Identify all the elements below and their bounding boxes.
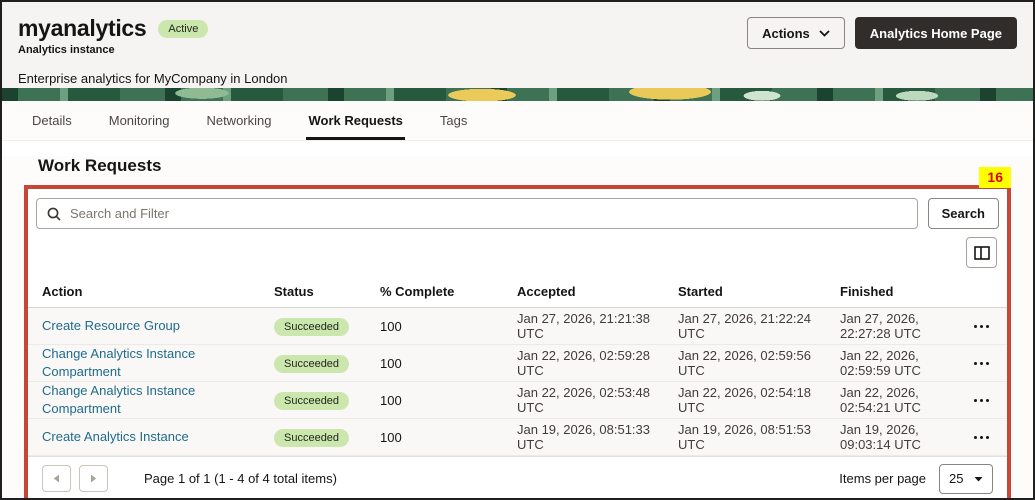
row-actions-menu-icon[interactable] [959,398,1003,402]
table-row: Create Resource Group Succeeded 100 Jan … [28,308,1007,345]
header-actions: Actions Analytics Home Page [747,17,1017,49]
page-title: myanalytics [18,15,147,41]
search-toolbar: Search [28,189,1007,229]
work-request-link[interactable]: Create Resource Group [42,318,181,333]
finished-timestamp: Jan 19, 2026, 09:03:14 UTC [840,422,921,452]
finished-timestamp: Jan 22, 2026, 02:59:59 UTC [840,348,921,378]
items-per-page-value: 25 [949,471,964,486]
main-content: Work Requests 16 Search Action Status % … [2,156,1033,498]
status-badge: Succeeded [274,355,350,373]
column-header-status[interactable]: Status [274,284,314,299]
triangle-right-icon [91,474,97,483]
column-header-action[interactable]: Action [42,284,83,299]
search-icon [47,207,61,221]
started-timestamp: Jan 22, 2026, 02:54:18 UTC [678,385,812,415]
status-badge: Active [158,19,209,38]
page-header: myanalytics Active Analytics instance Ac… [2,2,1033,88]
percent-complete-value: 100 [380,318,402,334]
items-per-page-select[interactable]: 25 [939,463,993,494]
work-request-link[interactable]: Create Analytics Instance [42,429,189,444]
started-timestamp: Jan 22, 2026, 02:59:56 UTC [678,348,812,378]
column-header-accepted[interactable]: Accepted [517,284,576,299]
search-input[interactable] [70,206,907,221]
accepted-timestamp: Jan 22, 2026, 02:53:48 UTC [517,385,651,415]
table-header-row: Action Status % Complete Accepted Starte… [28,276,1007,308]
started-timestamp: Jan 19, 2026, 08:51:53 UTC [678,422,812,452]
column-header-finished[interactable]: Finished [840,284,894,299]
previous-page-button[interactable] [42,465,71,492]
table-columns-icon [973,245,990,260]
caret-down-icon [974,476,983,481]
section-heading: Work Requests [38,156,162,175]
percent-complete-value: 100 [380,392,402,408]
percent-complete-value: 100 [380,429,402,445]
percent-complete-value: 100 [380,355,402,371]
finished-timestamp: Jan 22, 2026, 02:54:21 UTC [840,385,921,415]
table-row: Create Analytics Instance Succeeded 100 … [28,419,1007,456]
row-actions-menu-icon[interactable] [959,361,1003,365]
items-per-page-label: Items per page [839,471,926,486]
next-page-button[interactable] [79,465,108,492]
row-actions-menu-icon[interactable] [959,324,1003,328]
column-header-started[interactable]: Started [678,284,723,299]
table-options-row [28,229,1007,268]
actions-button-label: Actions [762,25,810,41]
tab-monitoring[interactable]: Monitoring [108,113,170,128]
column-header-percent-complete[interactable]: % Complete [380,284,455,299]
analytics-home-page-button[interactable]: Analytics Home Page [854,17,1017,49]
chevron-down-icon [819,29,830,37]
row-actions-menu-icon[interactable] [959,435,1003,439]
finished-timestamp: Jan 27, 2026, 22:27:28 UTC [840,311,921,341]
status-badge: Succeeded [274,429,350,447]
triangle-left-icon [53,474,59,483]
started-timestamp: Jan 27, 2026, 21:22:24 UTC [678,311,812,341]
tab-bar: Details Monitoring Networking Work Reque… [2,101,1033,141]
accepted-timestamp: Jan 27, 2026, 21:21:38 UTC [517,311,651,341]
manage-columns-button[interactable] [966,237,997,268]
instance-description: Enterprise analytics for MyCompany in Lo… [18,71,288,86]
search-box[interactable] [36,198,918,229]
tab-work-requests[interactable]: Work Requests [306,101,405,140]
annotated-region: 16 Search Action Status % Complete Accep… [24,167,1011,498]
pagination-summary: Page 1 of 1 (1 - 4 of 4 total items) [144,471,337,486]
tab-tags[interactable]: Tags [439,113,468,128]
tab-networking[interactable]: Networking [206,113,272,128]
title-block: myanalytics Active Analytics instance [18,15,209,56]
tab-details[interactable]: Details [32,113,72,128]
status-badge: Succeeded [274,318,350,336]
resource-type-label: Analytics instance [18,44,115,56]
work-request-link[interactable]: Change Analytics Instance Compartment [42,383,196,416]
annotation-callout-16: 16 [979,167,1011,188]
decorative-banner [2,88,1033,101]
actions-button[interactable]: Actions [747,17,845,49]
accepted-timestamp: Jan 19, 2026, 08:51:33 UTC [517,422,651,452]
work-request-link[interactable]: Change Analytics Instance Compartment [42,346,196,379]
table-row: Change Analytics Instance Compartment Su… [28,382,1007,419]
accepted-timestamp: Jan 22, 2026, 02:59:28 UTC [517,348,651,378]
pagination-bar: Page 1 of 1 (1 - 4 of 4 total items) Ite… [28,456,1007,498]
table-row: Change Analytics Instance Compartment Su… [28,345,1007,382]
search-button[interactable]: Search [927,198,999,229]
status-badge: Succeeded [274,392,350,410]
